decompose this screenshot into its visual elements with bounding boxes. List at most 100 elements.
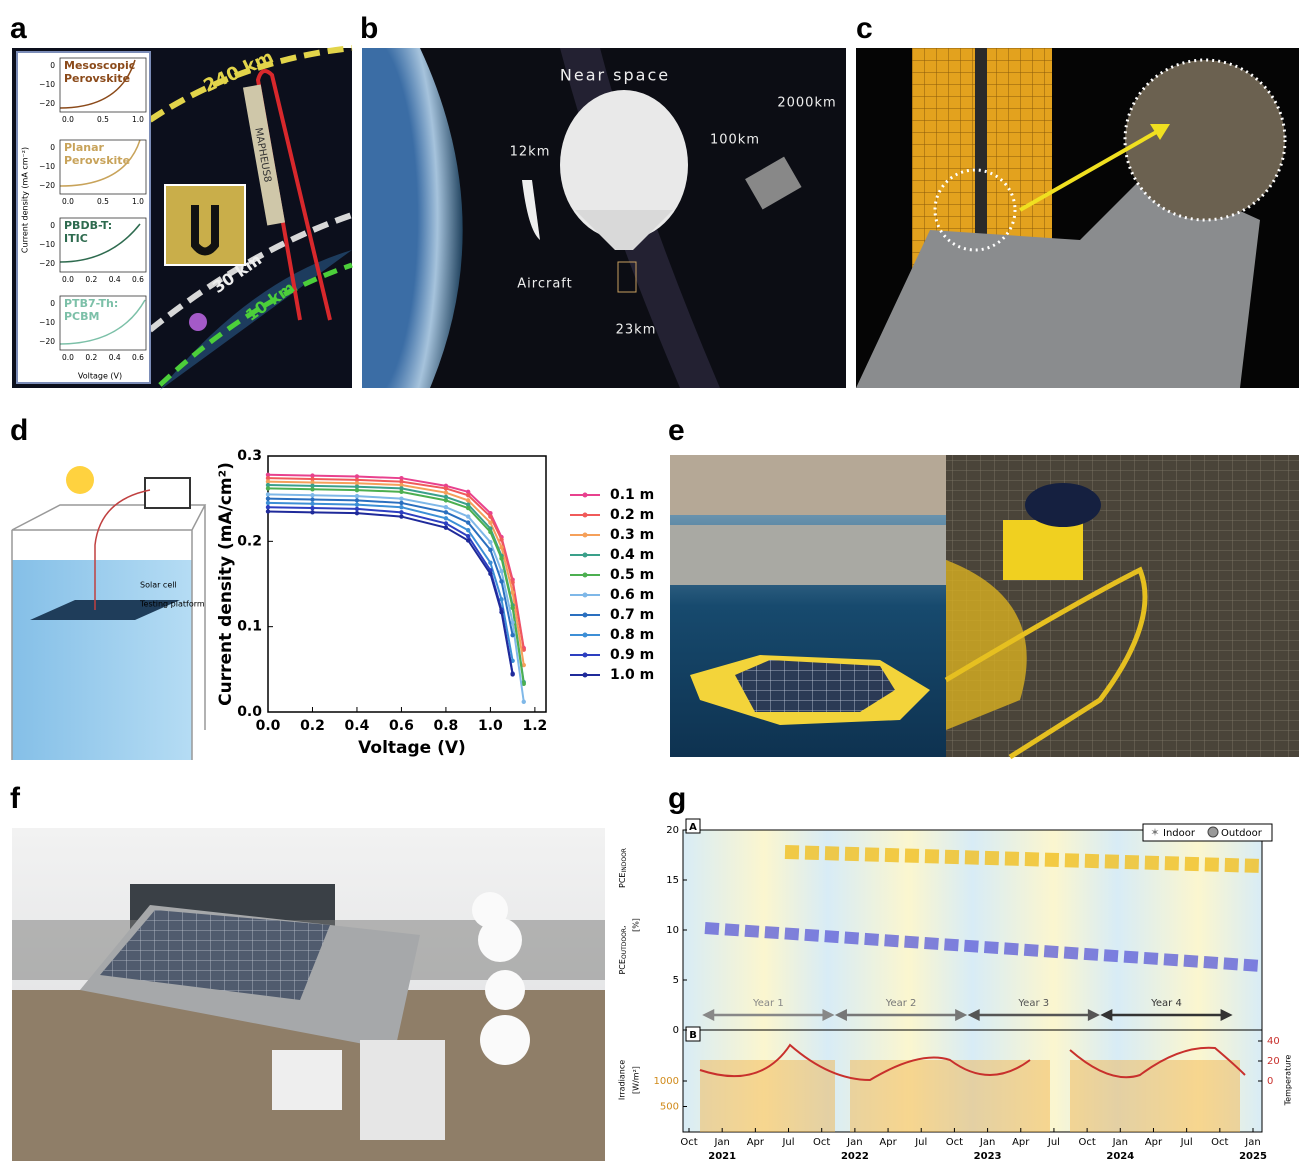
x-tick-label: 0.2 (300, 718, 325, 734)
x-tick-label: Jul (781, 1137, 794, 1148)
data-point (488, 560, 492, 564)
panel-c (856, 48, 1299, 388)
data-point (266, 496, 270, 500)
altitude-label: 100km (710, 133, 760, 148)
y-tick-label: 5 (673, 975, 679, 986)
inset-xtick: 0.5 (97, 115, 109, 124)
data-point (310, 493, 314, 497)
y-axis-title: Irradiance (618, 1060, 627, 1100)
data-point (444, 486, 448, 490)
y-tick-label: 0.1 (237, 619, 262, 635)
sensor-body (1003, 520, 1083, 580)
panel-g: A B ✶ Indoor Outdoor PCEINDOOR PCEOUTDOO… (618, 819, 1293, 1161)
inset-ytick: 0 (50, 61, 55, 70)
y-title-part: , (618, 925, 627, 928)
data-point (466, 514, 470, 518)
schematic-label: Solar cell (140, 581, 177, 590)
inset-xtick: 0.4 (109, 353, 121, 362)
year-label: Year 3 (1017, 998, 1049, 1009)
x-year-label: 2025 (1239, 1151, 1267, 1161)
panel-label: e (668, 414, 685, 447)
inset-title: Mesoscopic (64, 59, 135, 72)
inset-ytick: −20 (39, 99, 55, 108)
legend-label: 0.3 m (610, 527, 654, 543)
inset-xtick: 0.4 (109, 275, 121, 284)
data-point (310, 497, 314, 501)
panel-label: a (10, 12, 27, 45)
data-point (510, 633, 514, 637)
x-tick-label: Apr (1012, 1137, 1030, 1148)
data-point (355, 502, 359, 506)
legend-symbol (1208, 827, 1218, 837)
x-tick-label: Jan (846, 1137, 862, 1148)
data-point (310, 506, 314, 510)
y-tick-label: 0.3 (237, 448, 262, 464)
legend-marker (583, 613, 588, 618)
panel-label: c (856, 12, 873, 45)
x-tick-label: Apr (879, 1137, 897, 1148)
legend-marker (583, 673, 588, 678)
data-point (466, 506, 470, 510)
data-point (499, 569, 503, 573)
x-tick-label: Jul (1047, 1137, 1060, 1148)
data-point (444, 490, 448, 494)
sensor-dome (1025, 483, 1101, 527)
water (12, 560, 192, 760)
series-line (268, 499, 513, 636)
data-point (399, 514, 403, 518)
data-point (355, 488, 359, 492)
y-tick-label: 0.2 (237, 533, 262, 549)
data-point (399, 501, 403, 505)
panel-f (12, 828, 605, 1161)
inset-title: ITIC (64, 232, 88, 245)
legend-label: 0.8 m (610, 627, 654, 643)
panel-d-schematic: Solar cell Testing platform (12, 466, 205, 760)
x-year-label: 2023 (974, 1151, 1002, 1161)
data-point (444, 521, 448, 525)
y-axis-title: Current density (mA/cm²) (216, 462, 236, 706)
data-point (310, 487, 314, 491)
data-point (399, 505, 403, 509)
data-point (310, 502, 314, 506)
y2-tick-label: 20 (1267, 1056, 1280, 1067)
data-point (499, 579, 503, 583)
y-tick-label: 0 (673, 1025, 679, 1036)
inset-title: Perovskite (64, 72, 130, 85)
sensor (478, 918, 522, 962)
data-point (444, 525, 448, 529)
panel-label: d (10, 414, 28, 447)
x-tick-label: Oct (1078, 1137, 1095, 1148)
data-point (444, 516, 448, 520)
data-point (355, 511, 359, 515)
inset-xtick: 0.0 (62, 353, 74, 362)
y-tick-label: 10 (666, 925, 679, 936)
panel-e (670, 455, 1299, 757)
year-label: Year 1 (752, 998, 784, 1009)
legend-marker (583, 633, 588, 638)
y-axis-title: PCEOUTDOOR, (618, 925, 628, 974)
data-point (399, 510, 403, 514)
inset-xtick: 0.6 (132, 275, 144, 284)
monitor (145, 478, 190, 508)
data-point (466, 538, 470, 542)
panel-label: f (10, 782, 21, 815)
x-year-label: 2024 (1106, 1151, 1134, 1161)
inset-ytick: −20 (39, 259, 55, 268)
inset-ytick: 0 (50, 143, 55, 152)
legend-label: 0.6 m (610, 587, 654, 603)
y-tick-label: 1000 (654, 1076, 679, 1087)
bulb (66, 466, 94, 494)
legend-marker (583, 533, 588, 538)
y-axis-title: PCEINDOOR (618, 848, 628, 888)
panel-label: g (668, 782, 686, 815)
legend-label: Indoor (1163, 828, 1196, 839)
data-point (266, 486, 270, 490)
inset-ylabel: Current density (mA cm⁻²) (21, 147, 30, 253)
data-point (488, 540, 492, 544)
altitude-label: 2000km (777, 96, 836, 111)
inset-ytick: 0 (50, 221, 55, 230)
data-point (488, 530, 492, 534)
year-label: Year 4 (1150, 998, 1182, 1009)
legend-marker (583, 653, 588, 658)
series-line (268, 485, 524, 682)
